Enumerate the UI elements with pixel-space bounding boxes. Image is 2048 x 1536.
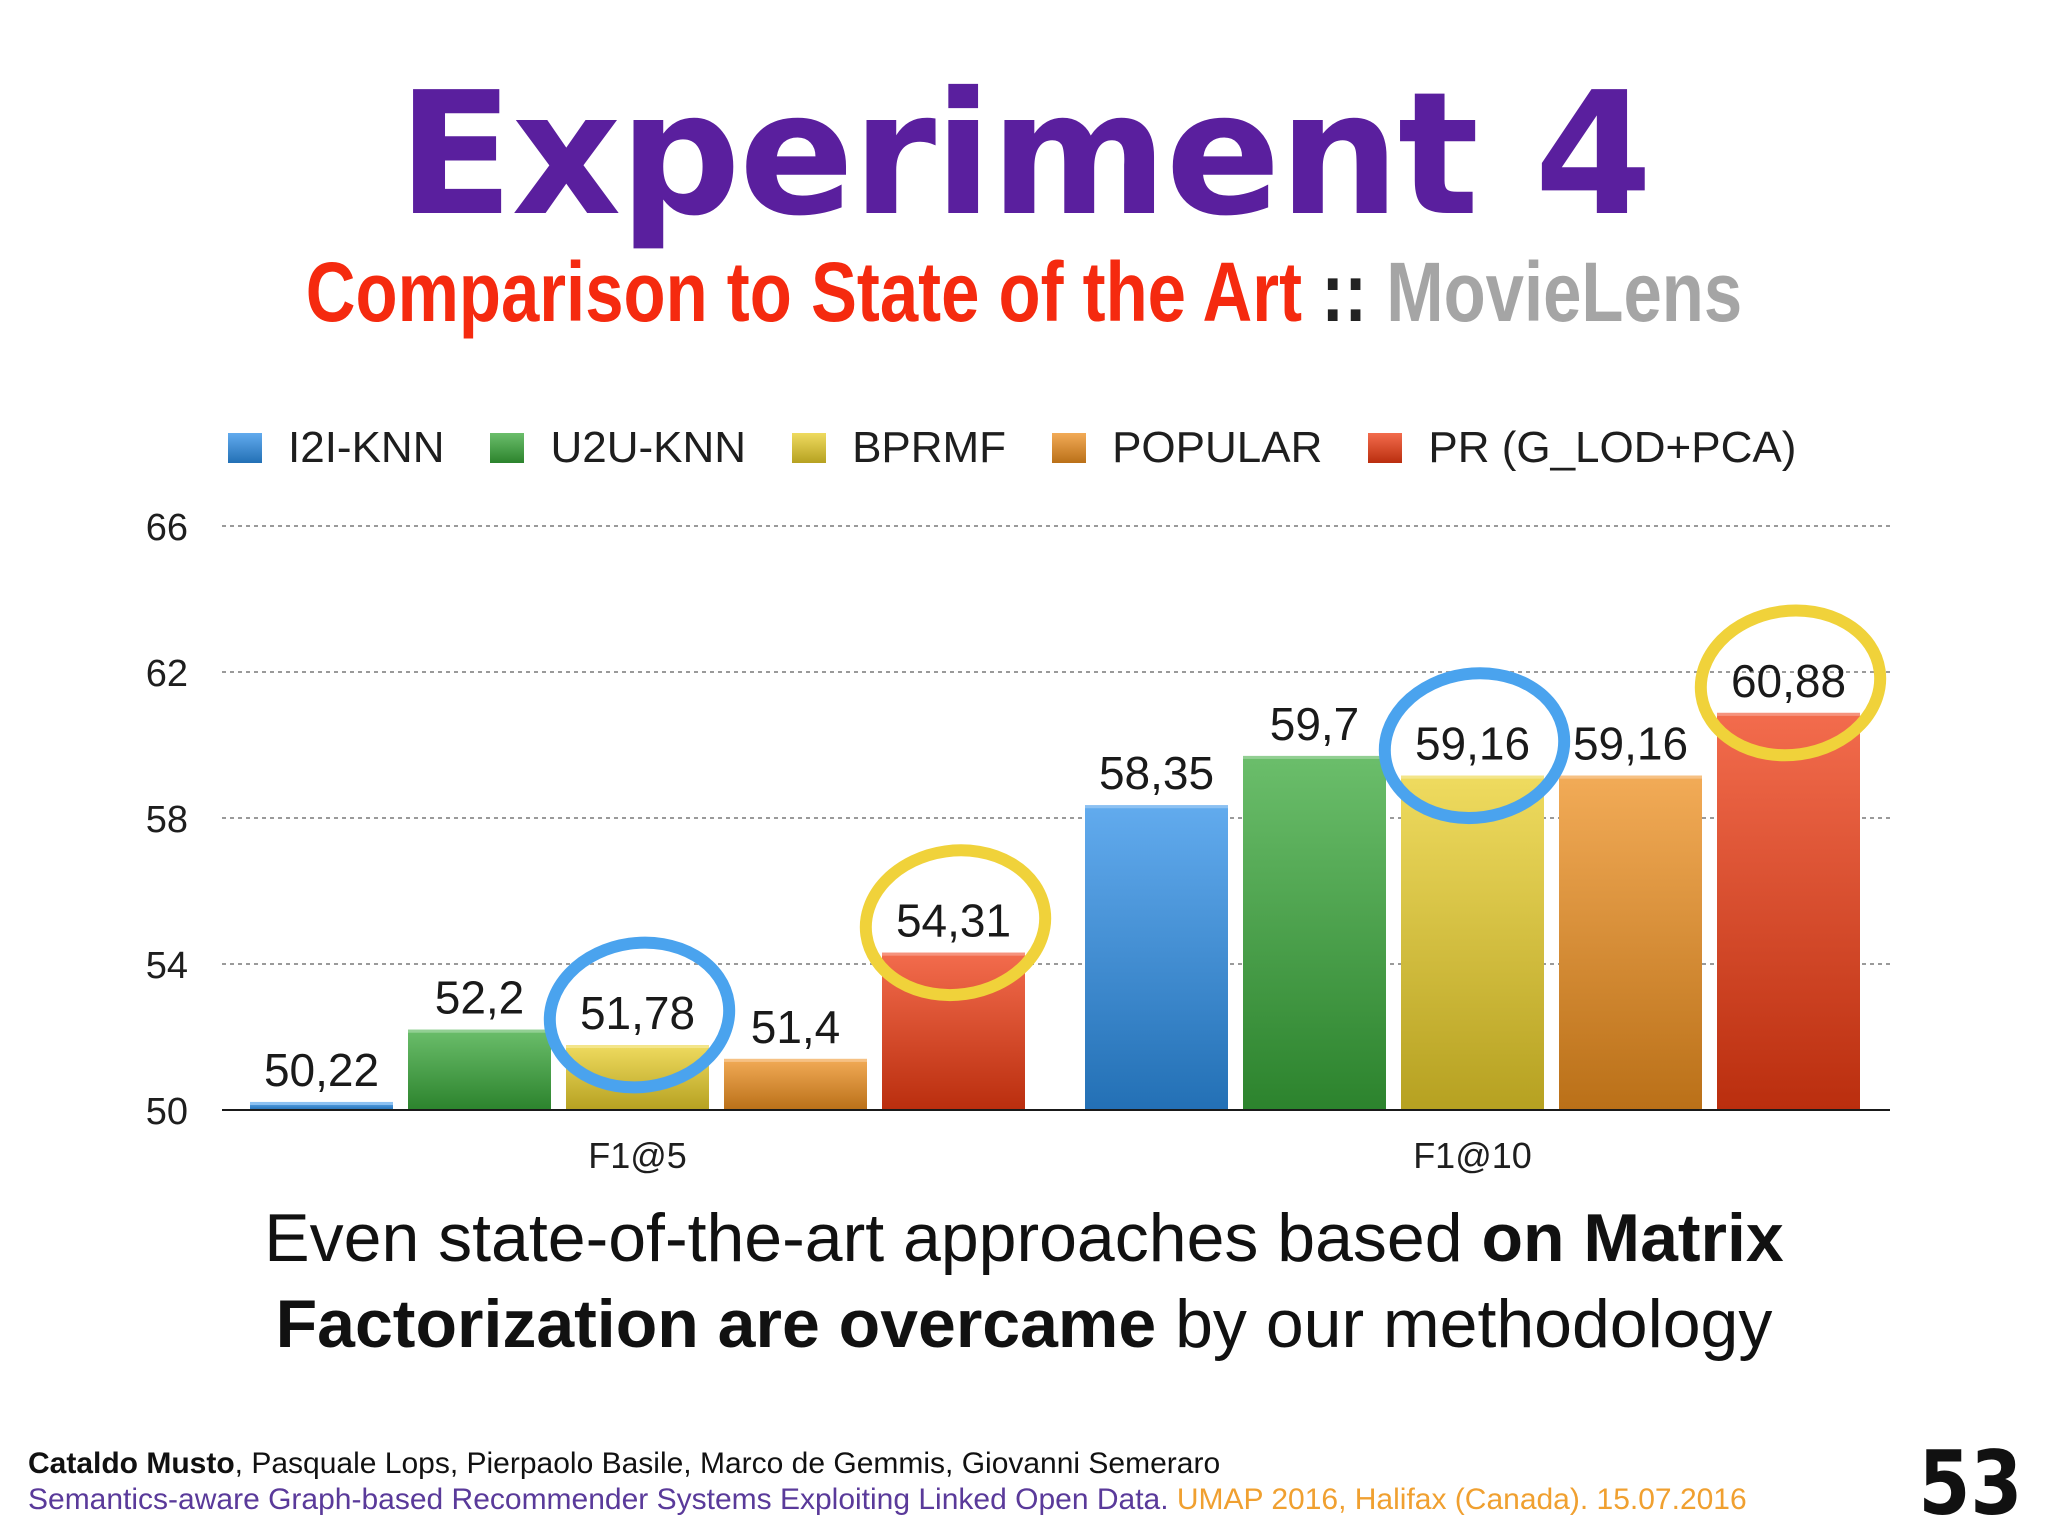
legend-item: U2U-KNN bbox=[490, 423, 746, 473]
y-tick-label: 50 bbox=[146, 1091, 188, 1133]
bar-top-highlight bbox=[882, 952, 1025, 956]
x-tick-label: F1@10 bbox=[1413, 1135, 1532, 1176]
data-label: 54,31 bbox=[896, 895, 1011, 947]
data-label: 51,78 bbox=[580, 987, 695, 1039]
legend-label: BPRMF bbox=[852, 423, 1007, 472]
bar-top-highlight bbox=[1559, 775, 1702, 779]
subtitle-main: Comparison to State of the Art bbox=[305, 245, 1303, 339]
highlight-circle bbox=[543, 936, 736, 1094]
legend-label: PR (G_LOD+PCA) bbox=[1428, 423, 1797, 472]
y-tick-label: 62 bbox=[146, 653, 188, 695]
bar-top-highlight bbox=[408, 1029, 551, 1033]
data-label: 60,88 bbox=[1731, 655, 1846, 707]
slide-title: Experiment 4 bbox=[397, 56, 1652, 254]
bar bbox=[250, 1101, 393, 1110]
legend-item: PR (G_LOD+PCA) bbox=[1368, 423, 1796, 473]
y-tick-label: 58 bbox=[146, 799, 188, 841]
subtitle-dataset: MovieLens bbox=[1386, 245, 1743, 339]
data-label: 59,16 bbox=[1415, 718, 1530, 770]
bar bbox=[408, 1029, 551, 1110]
message-text-end: by our methodology bbox=[1156, 1286, 1773, 1362]
subtitle-separator: :: bbox=[1302, 245, 1387, 339]
bar-chart: 50 54 58 62 66 50,22 52,2 51,78 51,4 54,31 F1@5 58,… bbox=[146, 507, 1890, 1176]
bar bbox=[1717, 712, 1860, 1110]
bar-top-highlight bbox=[1401, 775, 1544, 779]
bar bbox=[1243, 755, 1386, 1110]
message-bold-1: on Matrix bbox=[1481, 1200, 1784, 1276]
data-label: 58,35 bbox=[1099, 747, 1214, 799]
bar-top-highlight bbox=[724, 1058, 867, 1062]
legend-swatch bbox=[1052, 433, 1087, 463]
bar-top-highlight bbox=[1243, 755, 1386, 759]
footer-paper-title: Semantics-aware Graph-based Recommender … bbox=[28, 1483, 1169, 1516]
highlight-circle bbox=[859, 844, 1052, 1002]
bar bbox=[1401, 775, 1544, 1110]
data-label: 52,2 bbox=[435, 972, 525, 1024]
data-label: 59,7 bbox=[1270, 698, 1360, 750]
footer-citation: Semantics-aware Graph-based Recommender … bbox=[28, 1483, 1747, 1517]
data-label: 59,16 bbox=[1573, 718, 1688, 770]
legend-item: I2I-KNN bbox=[228, 423, 444, 473]
legend-item: POPULAR bbox=[1052, 423, 1322, 473]
bar bbox=[1559, 775, 1702, 1110]
y-tick-label: 54 bbox=[146, 945, 188, 987]
highlight-circle bbox=[1694, 604, 1887, 762]
bar-top-highlight bbox=[250, 1101, 393, 1105]
legend-label: POPULAR bbox=[1112, 423, 1323, 472]
y-tick-label: 66 bbox=[146, 507, 188, 549]
key-message: Even state-of-the-art approaches based o… bbox=[0, 1195, 2048, 1367]
data-label: 50,22 bbox=[264, 1044, 379, 1096]
footer-venue: UMAP 2016, Halifax (Canada). 15.07.2016 bbox=[1168, 1483, 1747, 1516]
legend-swatch bbox=[792, 433, 827, 463]
footer-lead-author: Cataldo Musto bbox=[28, 1447, 235, 1480]
legend-swatch bbox=[228, 433, 262, 463]
message-text-start: Even state-of-the-art approaches based bbox=[264, 1200, 1482, 1276]
footer-coauthors: , Pasquale Lops, Pierpaolo Basile, Marco… bbox=[234, 1447, 1221, 1480]
legend-label: I2I-KNN bbox=[288, 423, 445, 472]
slide-subtitle: Comparison to State of the Art :: MovieL… bbox=[184, 250, 1863, 334]
legend-swatch bbox=[490, 433, 525, 463]
highlight-circle bbox=[1378, 667, 1571, 825]
legend-swatch bbox=[1368, 433, 1403, 463]
bar bbox=[1085, 805, 1228, 1110]
page-number: 53 bbox=[1917, 1432, 2022, 1535]
legend-item: BPRMF bbox=[792, 423, 1006, 473]
message-bold-2: Factorization are overcame bbox=[275, 1286, 1157, 1362]
legend-label: U2U-KNN bbox=[550, 423, 747, 472]
chart-legend: I2I-KNN U2U-KNN BPRMF POPULAR PR (G_LOD+PCA) bbox=[228, 420, 1842, 476]
bar-top-highlight bbox=[1717, 712, 1860, 716]
x-tick-label: F1@5 bbox=[588, 1135, 687, 1176]
footer-authors: Cataldo Musto, Pasquale Lops, Pierpaolo … bbox=[28, 1447, 1220, 1481]
bar bbox=[724, 1058, 867, 1110]
bar-top-highlight bbox=[566, 1045, 709, 1049]
bar-top-highlight bbox=[1085, 805, 1228, 809]
data-label: 51,4 bbox=[751, 1001, 841, 1053]
